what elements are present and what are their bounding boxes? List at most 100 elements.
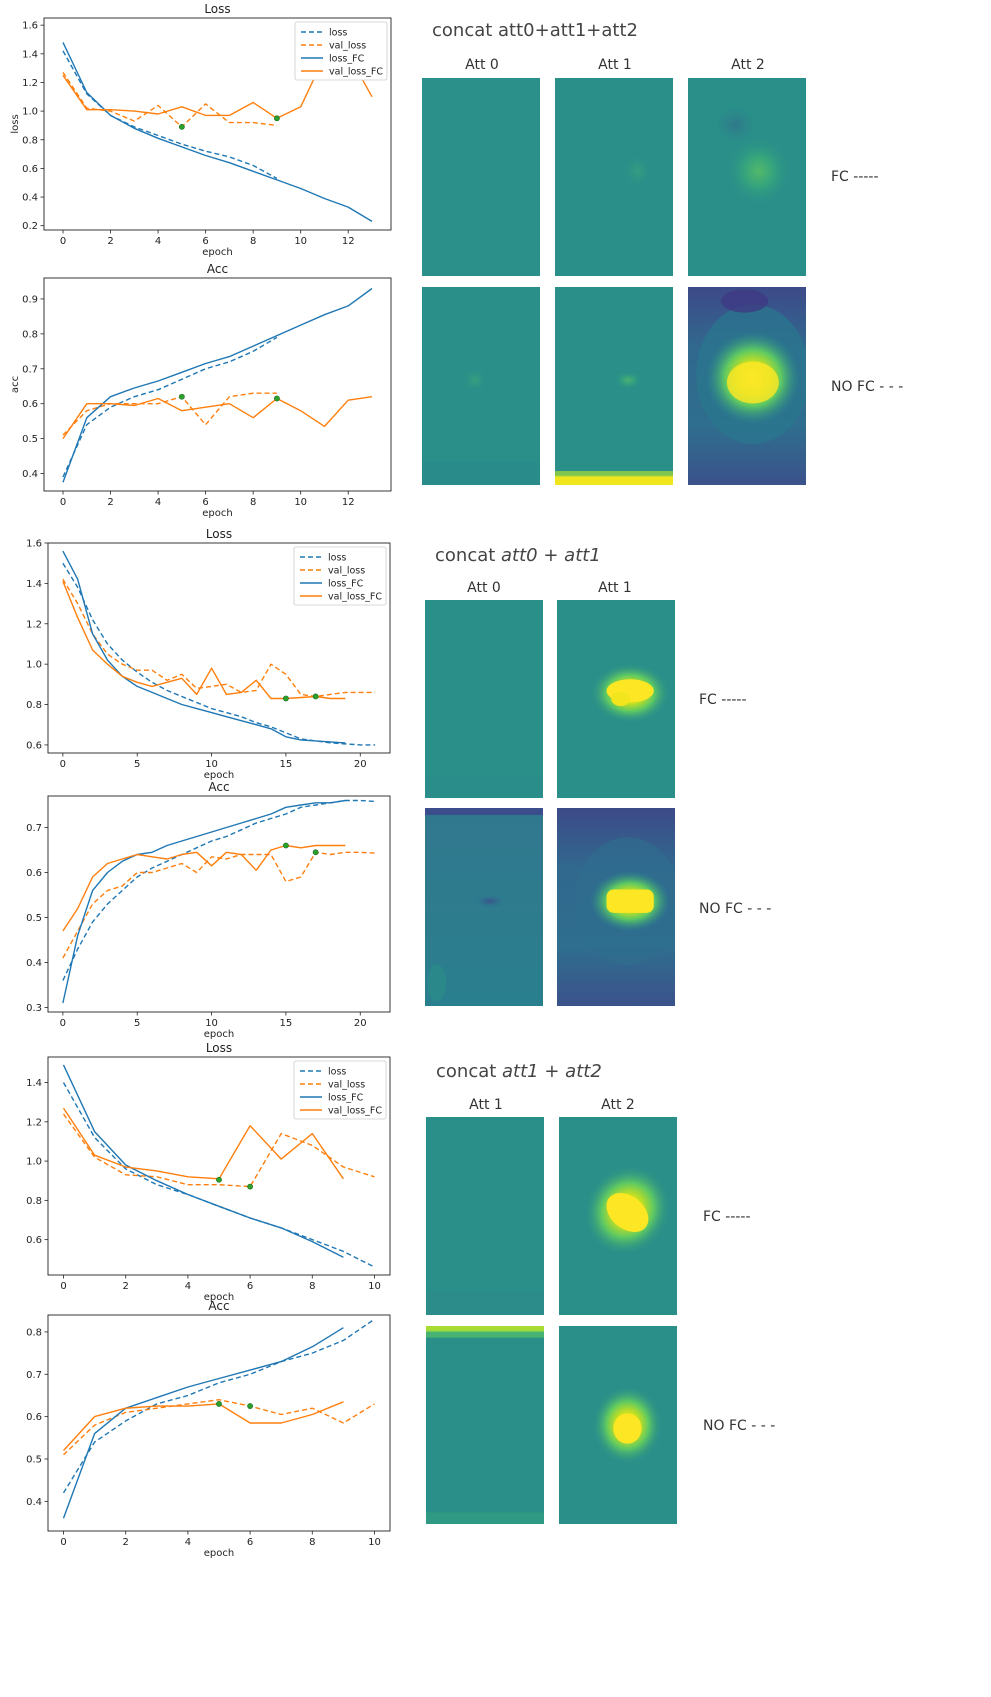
series-line-loss-FC	[62, 799, 346, 1004]
section-2-title-att-a: att0	[501, 545, 538, 566]
y-tick-label: 0.6	[22, 164, 38, 175]
series-line-loss	[62, 799, 376, 981]
x-tick-label: 4	[185, 1281, 191, 1292]
best-epoch-marker	[247, 1183, 253, 1190]
y-axis-label: loss	[10, 114, 21, 133]
section-3-title: concat att1 + att2	[436, 1061, 602, 1082]
x-axis-label: epoch	[202, 247, 232, 258]
chart-s3-acc: Acc 0 2 4 6 8 10 0.4 0.5 0.6 0.7 0.8 epoch	[26, 1299, 391, 1559]
legend-box	[293, 1060, 387, 1120]
plot-frame	[47, 542, 391, 754]
series-line-loss	[62, 1318, 375, 1494]
x-tick-label: 20	[354, 759, 367, 770]
y-tick-label: 1.2	[26, 1117, 42, 1128]
section-2-title: concat att0 + att1	[435, 545, 601, 566]
section-3-title-att-b: att2	[565, 1061, 602, 1082]
legend-box	[294, 21, 388, 81]
x-axis-label: epoch	[204, 1292, 234, 1303]
s1-col-att0: Att 0	[465, 57, 499, 73]
section-2-title-text: concat	[435, 545, 502, 566]
heatmap-s3-nofc-att2	[559, 1326, 677, 1524]
series-line-val-loss	[62, 851, 376, 959]
legend-entry: val_loss_FC	[328, 1106, 382, 1117]
heatmap-s1-fc-att2	[688, 78, 806, 276]
s1-row-fc-label: FC -----	[831, 169, 879, 185]
x-tick-label: 4	[185, 1537, 191, 1548]
series-line-loss-FC	[62, 1327, 344, 1519]
legend-entry: loss_FC	[328, 579, 364, 590]
series-line-val-loss-FC	[62, 581, 346, 700]
s3-col-att1: Att 1	[469, 1097, 503, 1113]
best-epoch-marker	[274, 395, 280, 402]
heatmap-s2-nofc-att1	[557, 808, 675, 1006]
y-tick-label: 1.4	[22, 49, 38, 60]
y-tick-label: 1.0	[26, 1157, 42, 1168]
chart-title: Acc	[208, 1299, 229, 1313]
x-tick-label: 2	[123, 1281, 129, 1292]
series-line-loss-FC	[62, 550, 346, 744]
s2-row-fc-label: FC -----	[699, 692, 747, 708]
y-tick-label: 1.2	[26, 619, 42, 630]
series-line-loss	[62, 562, 376, 746]
best-epoch-marker	[247, 1403, 253, 1409]
y-tick-label: 0.4	[22, 193, 38, 204]
heatmap-s3-fc-att1	[426, 1117, 544, 1315]
plot-frame	[47, 1314, 391, 1532]
heatmap-s3-fc-att2	[559, 1117, 677, 1315]
x-axis-label: epoch	[202, 508, 232, 519]
best-epoch-marker	[216, 1401, 222, 1407]
x-tick-label: 4	[155, 497, 161, 508]
x-tick-label: 10	[294, 236, 307, 247]
y-tick-label: 0.4	[22, 469, 38, 480]
s2-col-att1: Att 1	[598, 580, 632, 596]
x-tick-label: 6	[202, 236, 208, 247]
y-tick-label: 1.4	[26, 1078, 42, 1089]
x-axis-label: epoch	[204, 1029, 234, 1040]
best-epoch-marker	[216, 1176, 222, 1183]
best-epoch-marker	[274, 115, 280, 122]
heatmap-s2-fc-att0	[425, 600, 543, 798]
series-line-val-loss-FC	[62, 1401, 344, 1451]
legend-entry: loss_FC	[328, 1093, 364, 1104]
x-tick-label: 20	[354, 1018, 367, 1029]
y-tick-label: 0.8	[26, 700, 42, 711]
legend-entry: val_loss	[328, 1080, 365, 1091]
x-tick-label: 0	[60, 236, 66, 247]
y-tick-label: 0.2	[22, 221, 38, 232]
x-tick-label: 12	[342, 497, 355, 508]
plot-frame	[47, 795, 391, 1013]
x-tick-label: 2	[123, 1537, 129, 1548]
chart-s1-loss: Loss 0 2 4 6 8 10 12 0.2 0.4 0.6 0.8 1.0 1.2 1.4 1.6 epo…	[10, 2, 392, 258]
best-epoch-marker	[283, 695, 289, 702]
heatmap-s1-nofc-att1	[555, 287, 673, 485]
best-epoch-marker	[312, 693, 319, 700]
section-3-title-plus: +	[538, 1061, 566, 1082]
x-tick-label: 12	[342, 236, 355, 247]
chart-title: Loss	[204, 2, 230, 16]
heatmap-s3-nofc-att1	[426, 1326, 544, 1524]
x-tick-label: 10	[368, 1537, 381, 1548]
x-tick-label: 6	[247, 1281, 253, 1292]
x-tick-label: 0	[60, 1537, 66, 1548]
x-tick-label: 8	[250, 497, 256, 508]
y-tick-label: 0.6	[26, 740, 42, 751]
y-tick-label: 1.6	[26, 539, 42, 550]
y-tick-label: 0.5	[22, 434, 38, 445]
y-tick-label: 0.6	[22, 399, 38, 410]
section-3-title-att-a: att1	[502, 1061, 539, 1082]
y-tick-label: 1.2	[22, 78, 38, 89]
heatmap-s2-fc-att1	[557, 600, 675, 798]
section-2-title-plus: +	[537, 545, 565, 566]
y-tick-label: 0.7	[22, 364, 38, 375]
y-tick-label: 0.6	[26, 1412, 42, 1423]
y-tick-label: 1.6	[22, 21, 38, 32]
s2-row-nofc-label: NO FC - - -	[699, 901, 772, 917]
y-tick-label: 1.0	[22, 107, 38, 118]
series-line-val-loss-FC	[62, 844, 346, 932]
y-tick-label: 0.8	[26, 1327, 42, 1338]
y-tick-label: 0.6	[26, 1235, 42, 1246]
y-tick-label: 0.3	[26, 1003, 42, 1014]
heatmap-s2-nofc-att0	[425, 808, 543, 1006]
legend-entry: val_loss_FC	[329, 67, 383, 78]
series-line-loss-FC	[62, 1064, 344, 1258]
